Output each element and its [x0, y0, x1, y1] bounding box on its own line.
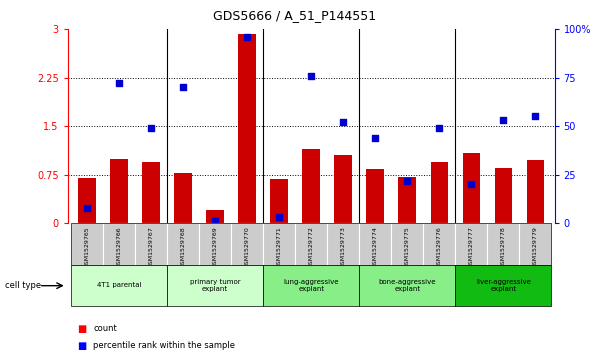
Text: GSM1529770: GSM1529770 — [245, 227, 250, 268]
Bar — [327, 223, 359, 265]
Text: liver-aggressive
explant: liver-aggressive explant — [476, 278, 531, 292]
Bar — [174, 173, 192, 223]
Bar — [359, 265, 455, 306]
Text: GSM1529775: GSM1529775 — [405, 227, 410, 268]
Point — [307, 73, 316, 78]
Bar — [263, 223, 295, 265]
Point — [339, 119, 348, 125]
Bar — [494, 168, 512, 223]
Point — [530, 114, 540, 119]
Text: ■: ■ — [77, 323, 86, 334]
Point — [242, 34, 252, 40]
Bar — [199, 223, 231, 265]
Bar — [206, 210, 224, 223]
Bar — [135, 223, 167, 265]
Bar — [167, 265, 263, 306]
Point — [499, 117, 508, 123]
Bar — [231, 223, 263, 265]
Text: GSM1529768: GSM1529768 — [181, 227, 186, 268]
Bar — [335, 155, 352, 223]
Text: primary tumor
explant: primary tumor explant — [190, 278, 241, 292]
Text: 4T1 parental: 4T1 parental — [97, 282, 142, 288]
Bar — [359, 223, 391, 265]
Bar — [527, 160, 544, 223]
Bar — [295, 223, 327, 265]
Bar — [487, 223, 519, 265]
Text: cell type: cell type — [5, 281, 41, 290]
Text: GSM1529771: GSM1529771 — [277, 227, 281, 268]
Bar — [238, 33, 256, 223]
Point — [146, 125, 156, 131]
Point — [371, 135, 380, 141]
Bar — [391, 223, 423, 265]
Bar — [455, 223, 487, 265]
Text: GSM1529767: GSM1529767 — [149, 227, 153, 268]
Text: count: count — [93, 324, 117, 333]
Point — [467, 182, 476, 187]
Bar — [270, 179, 288, 223]
Text: lung-aggressive
explant: lung-aggressive explant — [283, 278, 339, 292]
Text: percentile rank within the sample: percentile rank within the sample — [93, 341, 235, 350]
Text: GSM1529779: GSM1529779 — [533, 227, 538, 269]
Text: GSM1529773: GSM1529773 — [341, 227, 346, 269]
Bar — [398, 177, 416, 223]
Bar — [519, 223, 552, 265]
Text: GSM1529778: GSM1529778 — [501, 227, 506, 268]
Point — [83, 205, 92, 211]
Text: GSM1529769: GSM1529769 — [212, 227, 218, 268]
Point — [178, 84, 188, 90]
Bar — [463, 153, 480, 223]
Text: GSM1529772: GSM1529772 — [309, 227, 314, 269]
Bar — [455, 265, 552, 306]
Point — [402, 178, 412, 183]
Bar — [366, 169, 384, 223]
Text: GSM1529777: GSM1529777 — [469, 227, 474, 269]
Text: bone-aggressive
explant: bone-aggressive explant — [379, 278, 436, 292]
Bar — [78, 178, 96, 223]
Bar — [110, 159, 128, 223]
Point — [114, 81, 124, 86]
Bar — [71, 223, 103, 265]
Bar — [423, 223, 455, 265]
Bar — [103, 223, 135, 265]
Bar — [303, 149, 320, 223]
Text: GSM1529774: GSM1529774 — [373, 227, 378, 269]
Bar — [167, 223, 199, 265]
Point — [435, 125, 444, 131]
Text: GSM1529766: GSM1529766 — [117, 227, 122, 268]
Text: GSM1529765: GSM1529765 — [84, 227, 90, 268]
Point — [211, 219, 220, 224]
Bar — [142, 162, 160, 223]
Bar — [71, 265, 167, 306]
Text: GSM1529776: GSM1529776 — [437, 227, 442, 268]
Text: ■: ■ — [77, 340, 86, 351]
Text: GDS5666 / A_51_P144551: GDS5666 / A_51_P144551 — [214, 9, 376, 22]
Bar — [263, 265, 359, 306]
Bar — [431, 162, 448, 223]
Point — [274, 215, 284, 220]
